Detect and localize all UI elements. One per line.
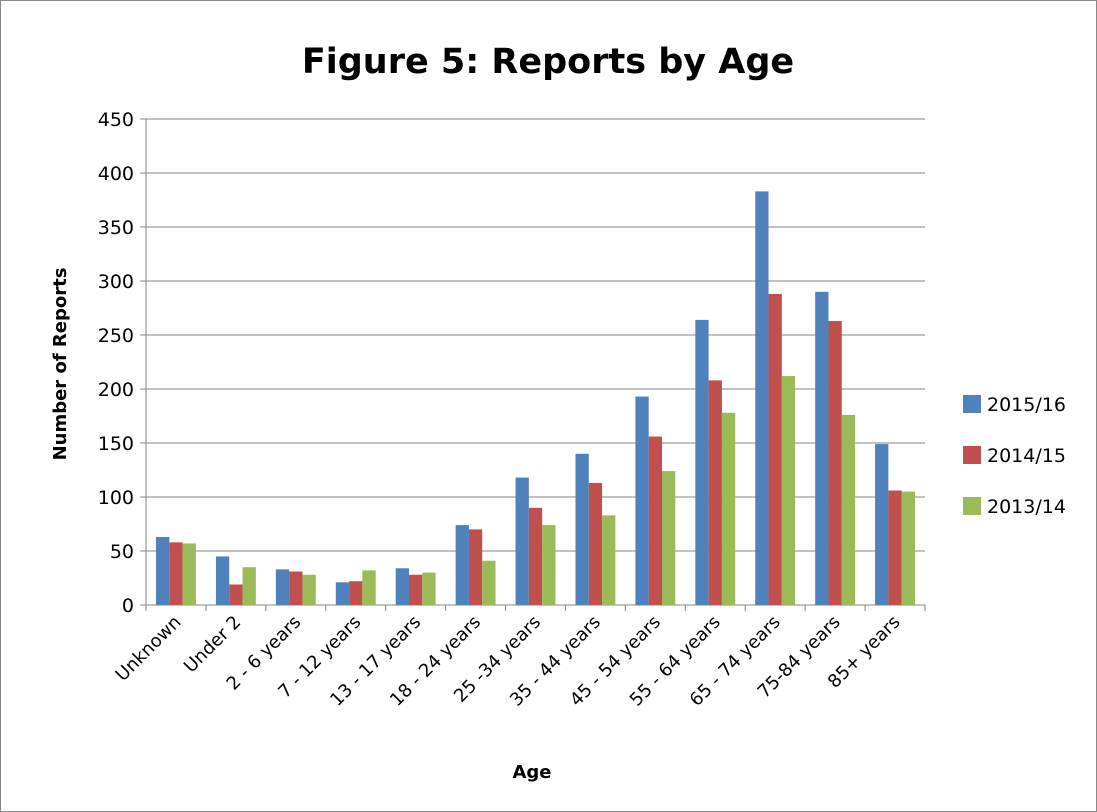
y-tick-label: 150 — [98, 433, 134, 455]
legend-label: 2013/14 — [987, 496, 1066, 518]
bar-2014-15-2 — [289, 571, 303, 605]
bar-2014-15-10 — [768, 293, 782, 605]
y-tick-label: 350 — [98, 217, 134, 239]
y-tick-label: 100 — [98, 487, 134, 509]
legend-swatch — [963, 497, 981, 515]
y-tick-label: 450 — [98, 109, 134, 131]
bar-2015-16-0 — [156, 536, 170, 605]
bar-2013-14-5 — [482, 560, 496, 605]
bar-2015-16-3 — [335, 582, 350, 605]
y-axis-ticks: 0 50 100 150 200 250 300 350 400 450 — [98, 109, 134, 617]
bars — [156, 191, 915, 606]
y-tick-label: 300 — [98, 271, 134, 293]
bar-2013-14-10 — [781, 376, 796, 605]
bar-2014-15-1 — [229, 584, 243, 605]
bar-2015-16-6 — [515, 477, 529, 605]
bar-2013-14-11 — [841, 414, 856, 605]
legend-swatch — [963, 446, 981, 464]
bar-2014-15-0 — [169, 542, 183, 605]
bar-2013-14-8 — [661, 471, 676, 605]
bar-2014-15-6 — [528, 507, 543, 605]
legend-swatch — [963, 395, 981, 413]
bar-2014-15-3 — [349, 581, 363, 605]
y-tick-label: 250 — [98, 325, 134, 347]
x-axis-title: Age — [512, 762, 551, 783]
bar-2015-16-11 — [815, 291, 829, 605]
bar-2015-16-2 — [275, 569, 290, 605]
bar-2013-14-1 — [242, 567, 256, 605]
bar-2013-14-0 — [182, 543, 196, 605]
y-tick-label: 50 — [110, 541, 134, 563]
chart-title: Figure 5: Reports by Age — [302, 42, 794, 82]
bar-2013-14-12 — [901, 491, 915, 605]
bar-2015-16-10 — [755, 191, 769, 606]
bar-2014-15-9 — [708, 380, 722, 605]
bar-2015-16-7 — [575, 453, 589, 605]
y-tick-label: 200 — [98, 379, 134, 401]
bar-2015-16-5 — [455, 525, 469, 605]
bar-2015-16-1 — [215, 556, 230, 605]
bar-2014-15-12 — [888, 490, 902, 605]
bar-2014-15-7 — [588, 482, 603, 605]
bar-2014-15-8 — [648, 436, 662, 605]
y-axis-title: Number of Reports — [50, 268, 71, 461]
bar-2014-15-4 — [409, 574, 423, 605]
bar-2015-16-9 — [695, 319, 709, 605]
bar-2015-16-8 — [635, 396, 649, 605]
bar-2013-14-9 — [721, 412, 736, 605]
bar-2015-16-4 — [395, 568, 410, 605]
gridlines — [140, 118, 926, 611]
bar-2013-14-4 — [422, 572, 436, 605]
y-tick-label: 400 — [98, 163, 134, 185]
bar-2014-15-11 — [828, 320, 842, 605]
legend: 2015/16 2014/15 2013/14 — [963, 394, 1066, 518]
bar-2013-14-7 — [602, 515, 616, 605]
bar-2015-16-12 — [875, 444, 889, 605]
bar-2014-15-5 — [468, 529, 483, 605]
legend-label: 2015/16 — [987, 394, 1066, 416]
y-tick-label: 0 — [122, 595, 134, 617]
bar-2013-14-3 — [362, 570, 376, 605]
bar-2013-14-6 — [542, 525, 556, 605]
x-tick-label: Unknown — [112, 612, 186, 686]
legend-label: 2014/15 — [987, 445, 1066, 467]
bar-2013-14-2 — [302, 574, 316, 605]
